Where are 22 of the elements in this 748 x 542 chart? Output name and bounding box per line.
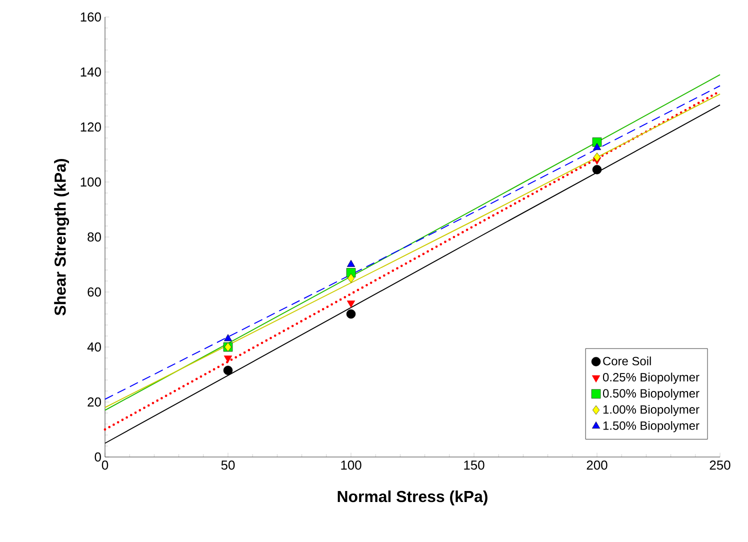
y-tick-label: 0 [94,452,101,462]
y-axis-title: Shear Strength (kPa) [54,158,70,316]
x-tick-label: 50 [221,460,235,470]
x-axis-title: Normal Stress (kPa) [338,490,488,506]
legend-label: 1.00% Biopolymer [603,404,700,416]
legend-label: Core Soil [603,356,651,366]
x-tick-label: 200 [586,460,608,470]
x-tick-label: 250 [710,460,730,470]
y-tick-label: 140 [80,67,101,77]
y-tick-label: 160 [80,12,101,22]
y-tick-label: 80 [88,232,101,242]
legend-label: 1.50% Biopolymer [603,421,700,432]
y-tick-label: 100 [80,177,101,187]
y-tick-label: 120 [80,122,101,132]
y-tick-label: 60 [88,287,101,297]
x-tick-label: 0 [102,460,108,470]
y-tick-label: 40 [87,342,101,352]
y-tick-label: 20 [88,397,101,407]
x-tick-label: 150 [464,460,484,470]
legend-label: 0.25% Biopolymer [602,372,700,384]
legend-label: 0.50% Biopolymer [602,388,700,400]
x-tick-label: 100 [341,460,362,470]
